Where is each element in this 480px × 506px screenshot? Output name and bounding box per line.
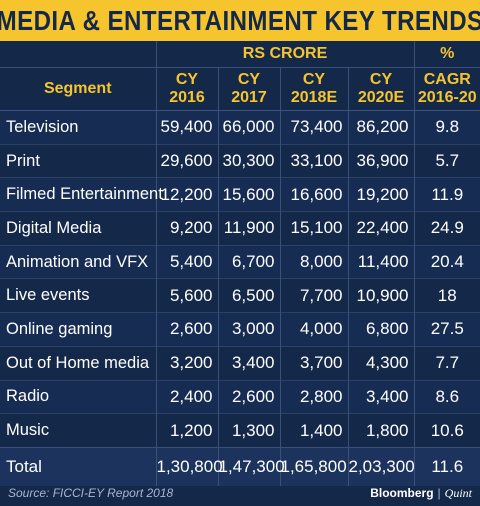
title-bar: MEDIA & ENTERTAINMENT KEY TRENDS [0,0,480,41]
cagr-value: 7.7 [413,345,480,380]
value-cell: 1,800 [347,413,415,448]
value-cell: 11,400 [347,244,415,279]
value-cell: 3,000 [217,312,280,347]
value-cell: 1,400 [279,413,348,448]
value-cell: 10,900 [347,278,415,313]
value-cell: 15,600 [217,177,280,212]
value-cell: 15,100 [279,211,348,246]
value-cell: 1,65,800 [279,446,348,486]
value-cell: 2,400 [155,379,218,414]
column-header: CY 2016 [155,67,218,111]
brand-name: Bloomberg [370,486,434,500]
value-cell: 2,800 [279,379,348,414]
value-cell: 8,000 [279,244,348,279]
column-header: CY 2020E [347,67,415,111]
table-row: Animation and VFX 5,400 6,700 8,000 11,400 20… [0,244,480,279]
segment-name: Digital Media [0,211,156,246]
value-cell: 22,400 [347,211,415,246]
cagr-value: 24.9 [413,211,480,246]
column-header-row: Segment CY 2016 CY 2017 CY 2018E CY 2020E CAGR 201… [0,67,480,111]
value-cell: 59,400 [155,110,218,145]
table-row: Out of Home media 3,200 3,400 3,700 4,300 7.7 [0,345,480,380]
value-cell: 9,200 [155,211,218,246]
value-cell: 2,03,300 [347,446,415,486]
brand-separator: | [437,486,441,500]
total-row: Total 1,30,800 1,47,300 1,65,800 2,03,300 11.… [0,446,480,486]
value-cell: 6,500 [217,278,280,313]
value-cell: 1,200 [155,413,218,448]
value-cell: 66,000 [217,110,280,145]
segment-name: Total [0,446,156,486]
value-cell: 1,300 [217,413,280,448]
table-row: Print 29,600 30,300 33,100 36,900 5.7 [0,143,480,178]
value-cell: 86,200 [347,110,415,145]
table-row: Live events 5,600 6,500 7,700 10,900 18 [0,278,480,313]
value-cell: 3,200 [155,345,218,380]
pct-label: % [413,41,480,68]
value-cell: 33,100 [279,143,348,178]
trends-table: RS CRORE % Segment CY 2016 CY 2017 CY 2018E CY 2… [0,41,480,486]
cagr-value: 8.6 [413,379,480,414]
segment-name: Print [0,143,156,178]
column-header: CAGR 2016-20 [413,67,480,111]
source-note: Source: FICCI-EY Report 2018 [8,486,174,500]
value-cell: 3,400 [347,379,415,414]
value-cell: 7,700 [279,278,348,313]
value-cell: 5,400 [155,244,218,279]
column-header: CY 2018E [279,67,348,111]
value-cell: 30,300 [217,143,280,178]
brand-partner: Quint [444,485,472,500]
value-cell: 73,400 [279,110,348,145]
table-body: Television 59,400 66,000 73,400 86,200 9.8 Pri… [0,110,480,486]
value-cell: 29,600 [155,143,218,178]
cagr-value: 20.4 [413,244,480,279]
unit-header-blank [0,41,156,68]
value-cell: 6,800 [347,312,415,347]
segment-name: Out of Home media [0,345,156,380]
value-cell: 12,200 [155,177,218,212]
value-cell: 16,600 [279,177,348,212]
table-row: Filmed Entertainment 12,200 15,600 16,600 19… [0,177,480,212]
footer: Source: FICCI-EY Report 2018 Bloomberg |… [0,480,480,506]
table-row: Radio 2,400 2,600 2,800 3,400 8.6 [0,379,480,414]
table-row: Online gaming 2,600 3,000 4,000 6,800 27.5 [0,312,480,347]
value-cell: 3,700 [279,345,348,380]
value-cell: 6,700 [217,244,280,279]
cagr-value: 18 [413,278,480,313]
segment-name: Television [0,110,156,145]
segment-name: Animation and VFX [0,244,156,279]
cagr-value: 27.5 [413,312,480,347]
value-cell: 1,47,300 [217,446,285,486]
value-cell: 2,600 [155,312,218,347]
value-cell: 2,600 [217,379,280,414]
value-cell: 1,30,800 [155,446,223,486]
value-cell: 3,400 [217,345,280,380]
segment-name: Music [0,413,156,448]
value-cell: 4,000 [279,312,348,347]
column-header: CY 2017 [217,67,280,111]
cagr-value: 9.8 [413,110,480,145]
table-row: Music 1,200 1,300 1,400 1,800 10.6 [0,413,480,448]
value-cell: 36,900 [347,143,415,178]
cagr-value: 11.6 [413,446,480,486]
cagr-value: 11.9 [413,177,480,212]
segment-name: Radio [0,379,156,414]
segment-name: Online gaming [0,312,156,347]
value-cell: 11,900 [217,211,280,246]
segment-name: Live events [0,278,156,313]
value-cell: 4,300 [347,345,415,380]
value-cell: 5,600 [155,278,218,313]
chart-title: MEDIA & ENTERTAINMENT KEY TRENDS [0,4,480,36]
unit-header-row: RS CRORE % [0,41,480,68]
cagr-value: 5.7 [413,143,480,178]
unit-label: RS CRORE [155,41,415,68]
table-row: Digital Media 9,200 11,900 15,100 22,400 24.9 [0,211,480,246]
brand-logo: Bloomberg | Quint [370,486,472,501]
cagr-value: 10.6 [413,413,480,448]
segment-name: Filmed Entertainment [0,177,163,212]
value-cell: 19,200 [347,177,415,212]
table-row: Television 59,400 66,000 73,400 86,200 9.8 [0,110,480,145]
segment-header: Segment [0,67,156,111]
